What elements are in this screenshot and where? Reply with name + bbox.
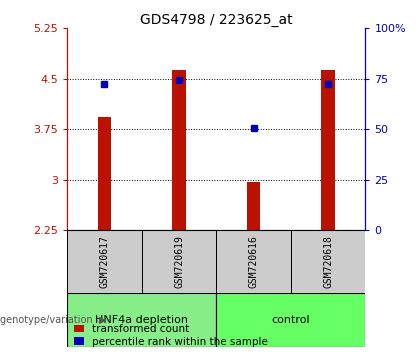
Text: control: control (272, 315, 310, 325)
Title: GDS4798 / 223625_at: GDS4798 / 223625_at (140, 13, 293, 27)
Bar (291, 230, 365, 293)
Bar (321, 70, 335, 230)
Bar (98, 117, 111, 230)
Text: GSM720617: GSM720617 (100, 235, 110, 288)
Legend: transformed count, percentile rank within the sample: transformed count, percentile rank withi… (72, 322, 270, 349)
Bar (67, 293, 216, 347)
Text: GSM720618: GSM720618 (323, 235, 333, 288)
Bar (247, 182, 260, 230)
Text: HNF4a depletion: HNF4a depletion (95, 315, 188, 325)
Bar (216, 230, 291, 293)
Text: genotype/variation  ▶: genotype/variation ▶ (0, 315, 107, 325)
Bar (216, 293, 365, 347)
Bar (67, 230, 142, 293)
Text: GSM720619: GSM720619 (174, 235, 184, 288)
Bar (142, 230, 216, 293)
Bar (172, 70, 186, 230)
Text: GSM720616: GSM720616 (249, 235, 259, 288)
